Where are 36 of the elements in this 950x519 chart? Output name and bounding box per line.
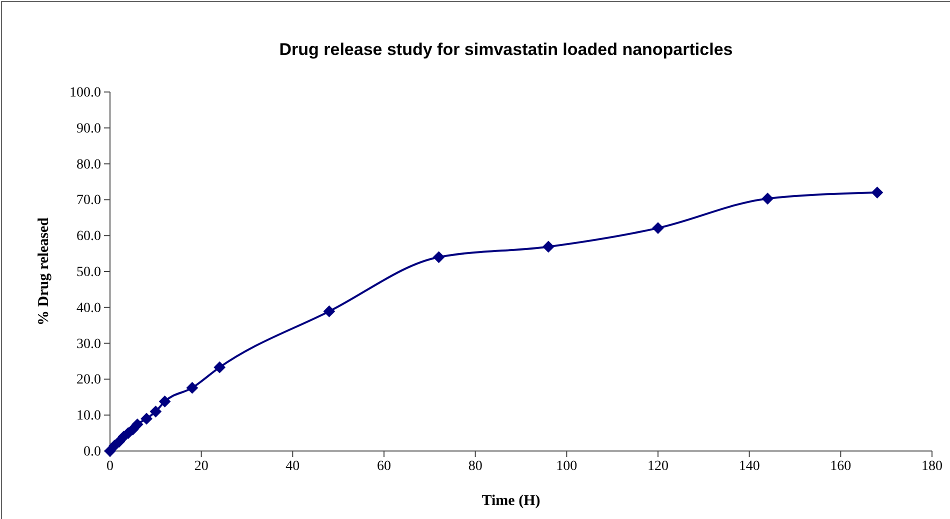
- x-tick-label: 160: [830, 458, 852, 474]
- point: [542, 240, 554, 253]
- chart-title: Drug release study for simvastatin loaded nanoparticles: [279, 40, 733, 59]
- x-tick-label: 60: [377, 458, 391, 474]
- y-tick-label: 70.0: [76, 193, 101, 208]
- x-tick-label: 180: [922, 458, 942, 474]
- point: [432, 251, 445, 264]
- y-tick-label: 0.0: [84, 444, 101, 460]
- y-tick-label: 100.0: [70, 85, 101, 100]
- point: [762, 192, 774, 205]
- x-tick-label: 120: [648, 458, 668, 474]
- x-tick-label: 80: [468, 458, 482, 474]
- point: [871, 186, 884, 198]
- point: [214, 361, 226, 374]
- x-tick-label: 20: [194, 458, 208, 474]
- y-tick-label: 10.0: [76, 408, 101, 424]
- point: [150, 406, 162, 418]
- y-axis-title: % Drug released: [36, 216, 52, 326]
- x-tick-label: 0: [106, 458, 114, 474]
- point: [131, 418, 144, 430]
- point: [140, 412, 152, 425]
- y-tick-label: 40.0: [76, 300, 101, 316]
- point: [323, 305, 336, 318]
- y-tick-label: 50.0: [76, 264, 101, 280]
- x-axis-title: Time (H): [482, 493, 540, 509]
- x-tick-label: 40: [286, 458, 300, 474]
- y-tick-label: 80.0: [76, 157, 101, 172]
- y-tick-label: 20.0: [76, 372, 101, 388]
- x-tick-label: 100: [556, 458, 578, 474]
- y-tick-label: 60.0: [76, 229, 101, 244]
- x-tick-label: 140: [738, 458, 760, 474]
- point: [652, 222, 664, 234]
- y-tick-label: 30.0: [76, 336, 101, 352]
- point: [186, 382, 198, 394]
- y-tick-label: 90.0: [76, 121, 101, 136]
- point: [158, 396, 171, 408]
